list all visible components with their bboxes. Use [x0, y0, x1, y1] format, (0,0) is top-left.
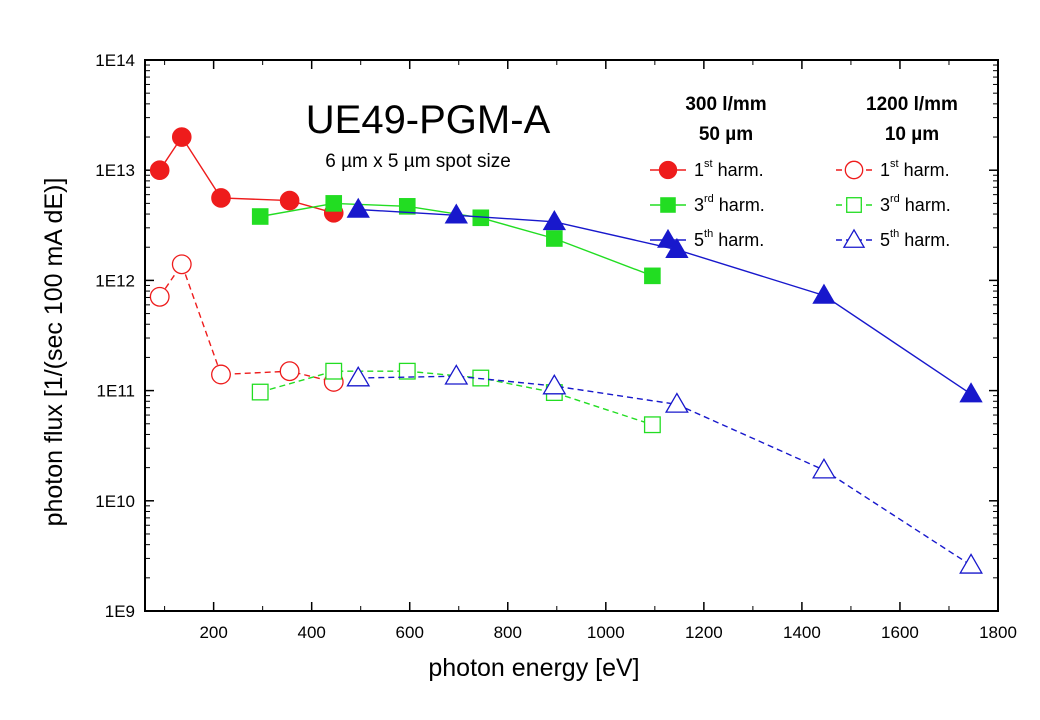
data-point-series-3 — [812, 283, 836, 304]
series-line-1 — [159, 135, 334, 214]
plot-frame — [144, 59, 999, 612]
data-point-series-3 — [665, 237, 689, 258]
data-point-series-2 — [546, 230, 563, 247]
legend-group-1-slit: 50 µm — [699, 124, 753, 145]
legend-group-1-grating: 300 l/mm — [685, 94, 766, 115]
data-point-series-5 — [251, 383, 269, 401]
axis-ticks: 200 400 600 800 1000 1200 1400 1600 1800 1E9 1E10 1… — [95, 51, 1017, 642]
x-tick-label: 1600 — [881, 623, 919, 642]
x-tick-label: 800 — [494, 623, 522, 642]
data-point-series-3 — [346, 197, 370, 218]
data-point-series-6 — [812, 457, 836, 479]
data-point-series-5 — [398, 362, 416, 380]
y-axis-title: photon flux [1/(sec 100 mA dE)] — [40, 178, 68, 527]
legend-label-4: 1st harm. — [880, 158, 950, 180]
data-point-series-5 — [643, 416, 661, 434]
data-point-series-4 — [279, 361, 300, 382]
data-point-series-2 — [644, 267, 661, 285]
y-tick-label: 1E13 — [95, 161, 135, 180]
y-tick-label: 1E14 — [95, 51, 135, 70]
data-point-series-1 — [149, 160, 170, 180]
x-axis-title: photon energy [eV] — [428, 654, 639, 682]
data-point-series-4 — [171, 254, 192, 275]
data-point-series-5 — [325, 362, 343, 380]
data-point-series-3 — [444, 203, 468, 224]
data-point-series-6 — [542, 373, 567, 395]
legend-marker-5 — [846, 197, 862, 213]
y-tick-label: 1E12 — [95, 271, 135, 290]
data-point-series-6 — [444, 364, 469, 385]
data-point-series-2 — [398, 198, 416, 215]
y-tick-label: 1E11 — [97, 382, 135, 401]
chart-subtitle: 6 µm x 5 µm spot size — [325, 151, 511, 172]
legend-label-5: 3rd harm. — [880, 193, 951, 215]
legend-group-2-grating: 1200 l/mm — [866, 94, 958, 115]
data-point-series-1 — [279, 190, 300, 211]
data-point-series-2 — [325, 195, 343, 212]
x-tick-label: 600 — [396, 623, 424, 642]
data-point-series-6 — [664, 392, 689, 413]
data-point-series-1 — [171, 127, 192, 147]
x-tick-label: 1000 — [587, 623, 625, 642]
x-tick-label: 1800 — [979, 623, 1017, 642]
legend-marker-6 — [842, 228, 866, 248]
series-line-4 — [159, 262, 334, 383]
data-point-series-4 — [211, 364, 231, 385]
legend-marker-3 — [657, 228, 679, 248]
legend-marker-1 — [658, 160, 678, 180]
legend-label-3: 5th harm. — [694, 228, 764, 250]
x-tick-label: 1400 — [783, 623, 821, 642]
series-layer — [149, 127, 983, 574]
data-point-series-4 — [149, 286, 170, 307]
data-point-series-2 — [251, 208, 269, 225]
data-point-series-6 — [346, 365, 371, 387]
legend-marker-2 — [660, 197, 676, 213]
x-tick-label: 1200 — [685, 623, 723, 642]
data-point-series-6 — [959, 553, 983, 574]
series-line-3 — [358, 208, 972, 395]
series-line-5 — [260, 370, 653, 426]
legend-marker-4 — [844, 160, 864, 180]
series-line-6 — [358, 375, 972, 566]
y-tick-label: 1E9 — [105, 602, 135, 621]
series-line-2 — [260, 202, 653, 277]
legend: 1st harm. 3rd harm. 5th harm. 1st harm. 3rd … — [650, 158, 951, 250]
x-tick-label: 400 — [297, 623, 325, 642]
y-tick-label: 1E10 — [95, 492, 135, 511]
data-point-series-1 — [211, 188, 231, 208]
legend-label-1: 1st harm. — [694, 158, 764, 180]
x-tick-label: 200 — [199, 623, 227, 642]
data-point-series-3 — [542, 210, 567, 231]
legend-label-2: 3rd harm. — [694, 193, 765, 215]
legend-group-2-slit: 10 µm — [885, 124, 939, 145]
chart-title: UE49-PGM-A — [306, 98, 551, 142]
legend-label-6: 5th harm. — [880, 228, 950, 250]
data-point-series-3 — [959, 382, 983, 403]
